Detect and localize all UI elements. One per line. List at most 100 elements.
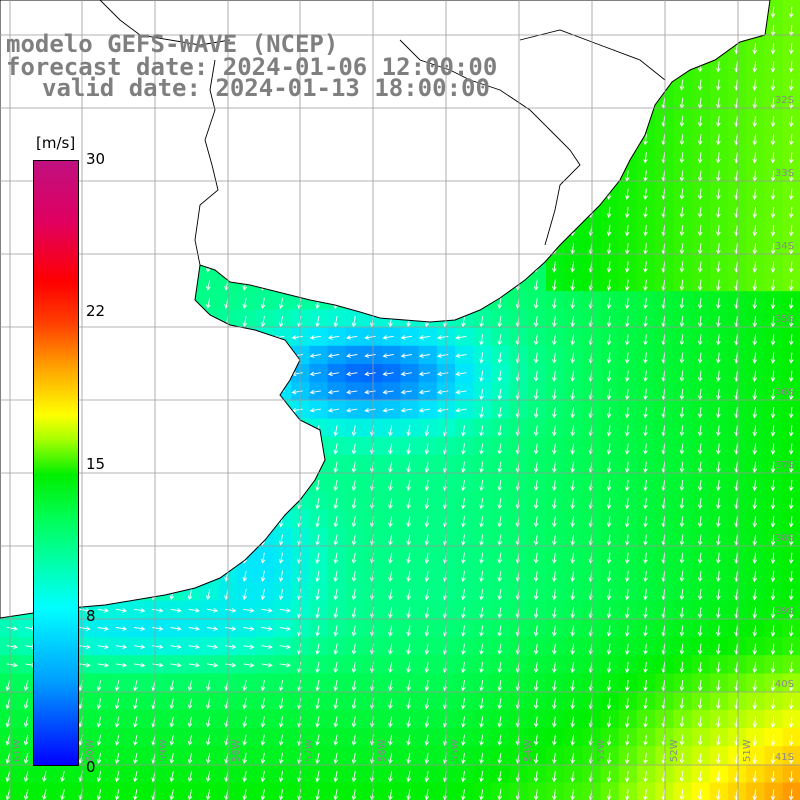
wind-arrow [400, 335, 412, 340]
wind-arrow [679, 115, 685, 128]
wind-arrow [570, 680, 575, 692]
wind-arrow [533, 771, 539, 783]
wind-arrow [606, 734, 612, 746]
wind-arrow [716, 261, 721, 273]
wind-arrow [697, 661, 703, 674]
wind-arrow [327, 371, 340, 377]
wind-arrow [260, 316, 266, 328]
wind-arrow [206, 662, 219, 668]
wind-arrow [697, 680, 703, 692]
wind-arrow [624, 680, 630, 692]
wind-arrow [770, 152, 776, 164]
wind-arrow [424, 771, 430, 783]
wind-arrow [697, 570, 703, 583]
wind-arrow [461, 752, 466, 765]
wind-arrow [406, 498, 411, 510]
wind-arrow [455, 389, 467, 395]
wind-arrow [479, 752, 484, 765]
wind-arrow [315, 479, 320, 492]
wind-arrow [624, 552, 630, 564]
wind-arrow [752, 516, 758, 528]
wind-arrow [770, 261, 776, 273]
wind-arrow [278, 552, 284, 564]
wind-arrow [418, 389, 431, 395]
wind-arrow [606, 443, 612, 455]
wind-arrow [479, 443, 484, 455]
wind-arrow [752, 461, 758, 474]
wind-arrow [97, 608, 109, 613]
wind-arrow [697, 589, 703, 601]
wind-arrow [788, 279, 794, 292]
wind-arrow [461, 643, 466, 655]
wind-arrow [133, 698, 138, 710]
wind-arrow [770, 370, 776, 383]
wind-arrow [533, 498, 539, 510]
wind-arrow [424, 752, 430, 765]
wind-arrow [260, 752, 266, 765]
wind-arrow [752, 79, 758, 91]
wind-arrow [437, 335, 449, 340]
wind-arrow [697, 516, 703, 528]
wind-arrow [716, 625, 721, 637]
landmass [0, 0, 771, 619]
wind-arrow [315, 589, 320, 601]
wind-arrow [333, 698, 339, 710]
wind-arrow [346, 335, 358, 340]
wind-arrow [606, 625, 612, 637]
wind-arrow [788, 607, 794, 619]
wind-arrow [152, 662, 164, 668]
wind-arrow [679, 734, 685, 746]
wind-arrow [242, 752, 248, 765]
wind-arrow [424, 680, 430, 692]
wind-arrow [624, 607, 630, 619]
wind-arrow [497, 461, 503, 473]
wind-arrow [624, 461, 630, 473]
wind-arrow [752, 297, 758, 310]
wind-arrow [206, 716, 211, 728]
wind-arrow [716, 334, 721, 346]
wind-arrow [260, 698, 266, 710]
wind-arrow [455, 407, 467, 413]
wind-arrow [114, 752, 120, 765]
wind-arrow [624, 479, 630, 492]
wind-arrow [23, 680, 29, 692]
wind-arrow [242, 680, 248, 692]
wind-arrow [533, 334, 539, 346]
colorbar-tick: 30 [86, 150, 106, 168]
wind-arrow [461, 534, 466, 546]
wind-arrow [278, 680, 284, 692]
wind-arrow [624, 498, 630, 510]
wind-arrow [697, 461, 703, 473]
wind-arrow [206, 644, 219, 650]
wind-arrow [716, 461, 721, 473]
wind-arrow [697, 607, 703, 619]
wind-arrow [624, 698, 630, 710]
wind-arrow [752, 61, 758, 73]
wind-arrow [351, 643, 357, 655]
wind-arrow [388, 771, 393, 783]
wind-arrow [206, 279, 211, 291]
wind-arrow [497, 698, 503, 710]
wind-arrow [788, 680, 794, 692]
wind-arrow [437, 407, 449, 413]
wind-arrow [643, 206, 648, 219]
wind-arrow [169, 734, 175, 746]
wind-arrow [351, 734, 357, 746]
wind-arrow [187, 589, 193, 601]
wind-arrow [716, 388, 721, 401]
wind-arrow [697, 297, 703, 310]
wind-arrow [497, 643, 503, 655]
wind-arrow [261, 608, 273, 613]
wind-arrow [424, 534, 430, 546]
wind-arrow [497, 534, 503, 546]
wind-arrow [570, 370, 575, 382]
wind-arrow [788, 589, 794, 601]
wind-arrow [643, 771, 648, 783]
wind-arrow [533, 297, 539, 310]
wind-arrow [788, 261, 794, 273]
wind-arrow [570, 643, 575, 655]
wind-arrow [788, 425, 794, 437]
wind-arrow [770, 188, 776, 201]
wind-arrow [96, 752, 102, 765]
wind-arrow [351, 771, 357, 783]
